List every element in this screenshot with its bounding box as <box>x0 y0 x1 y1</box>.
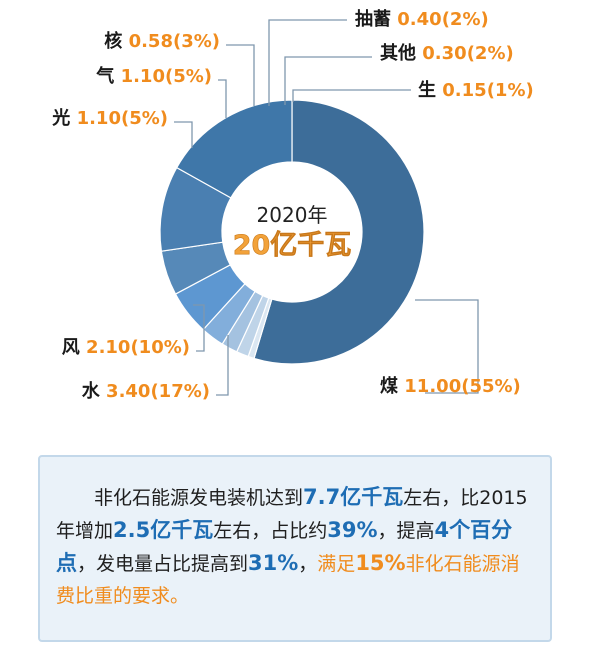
slice-label-生: 生 0.15(1%) <box>418 79 534 101</box>
slice-value: 0.30(2%) <box>422 43 513 64</box>
slice-value: 0.58(3%) <box>129 31 220 52</box>
leader-line-核 <box>226 44 255 106</box>
note-highlight-points: 4个百分点 <box>56 518 513 575</box>
slice-name: 核 <box>104 30 128 52</box>
leader-line-生 <box>292 89 411 102</box>
leader-line-抽蓄 <box>268 19 347 106</box>
leader-line-水 <box>216 335 229 396</box>
slice-name: 风 <box>62 337 86 358</box>
slice-label-风: 风 2.10(10%) <box>62 337 190 358</box>
slice-label-抽蓄: 抽蓄 0.40(2%) <box>355 8 489 30</box>
leader-line-气 <box>218 79 227 118</box>
slice-name: 水 <box>82 380 106 402</box>
note-text: 提高 <box>396 520 435 542</box>
note-text: 左右， <box>403 487 461 509</box>
slice-labels: 煤 11.00(55%) 生 0.15(1%) 其他 0.30(2%) 抽蓄 0.40… <box>51 8 533 402</box>
leader-line-光 <box>174 121 193 148</box>
leader-line-煤 <box>415 299 479 394</box>
note-text: 左右，占比约 <box>213 520 328 542</box>
slice-value: 1.10(5%) <box>77 108 168 129</box>
slice-value: 0.40(2%) <box>397 9 488 30</box>
slice-name: 其他 <box>380 42 422 64</box>
slice-煤 <box>253 99 425 365</box>
slice-label-气: 气 1.10(5%) <box>95 65 212 87</box>
donut-slices <box>159 99 425 365</box>
note-text: ， <box>298 553 318 575</box>
slice-label-核: 核 0.58(3%) <box>104 30 220 52</box>
slice-value: 3.40(17%) <box>106 381 210 402</box>
center-year: 2020年 <box>257 203 328 227</box>
slice-value: 11.00(55%) <box>404 376 520 397</box>
slice-label-水: 水 3.40(17%) <box>82 380 210 402</box>
slice-value: 0.15(1%) <box>442 80 533 101</box>
note-highlight-increase: 2.5亿千瓦 <box>113 518 214 542</box>
summary-note: 非化石能源发电装机达到7.7亿千瓦左右，比2015年增加2.5亿千瓦左右，占比约… <box>38 455 552 642</box>
donut-chart: 煤 11.00(55%) 生 0.15(1%) 其他 0.30(2%) 抽蓄 0.40… <box>51 8 533 402</box>
note-text: 非化石能源发电装机达到 <box>94 487 304 509</box>
slice-name: 抽蓄 <box>355 8 397 30</box>
summary-paragraph: 非化石能源发电装机达到7.7亿千瓦左右，比2015年增加2.5亿千瓦左右，占比约… <box>56 481 536 612</box>
note-text: 比2015年增加 <box>56 487 528 542</box>
note-text: ， <box>377 520 397 542</box>
slice-label-其他: 其他 0.30(2%) <box>380 42 514 64</box>
slice-label-光: 光 1.10(5%) <box>51 107 168 129</box>
slice-水 <box>175 99 293 199</box>
slice-name: 气 <box>95 65 120 87</box>
slice-value: 2.10(10%) <box>86 337 190 358</box>
leader-line-其他 <box>284 56 372 105</box>
center-total: 20亿千瓦 <box>233 230 352 261</box>
slice-value: 1.10(5%) <box>121 66 212 87</box>
slice-name: 煤 <box>380 375 404 397</box>
slice-name: 生 <box>418 79 442 101</box>
slice-label-煤: 煤 11.00(55%) <box>380 375 521 397</box>
note-text-orange: 非化石能源消费比重的要求。 <box>56 553 520 607</box>
note-highlight-generation: 31% <box>248 551 299 575</box>
note-text: ，发电量占比提高到 <box>77 553 249 575</box>
leader-line-风 <box>193 304 205 352</box>
note-text-orange: 满足 <box>317 553 356 575</box>
leader-lines <box>174 19 479 396</box>
note-highlight-capacity: 7.7亿千瓦 <box>303 485 404 509</box>
slice-name: 光 <box>51 107 76 129</box>
note-highlight-share: 39% <box>327 518 378 542</box>
note-highlight-target: 15% <box>355 551 406 575</box>
